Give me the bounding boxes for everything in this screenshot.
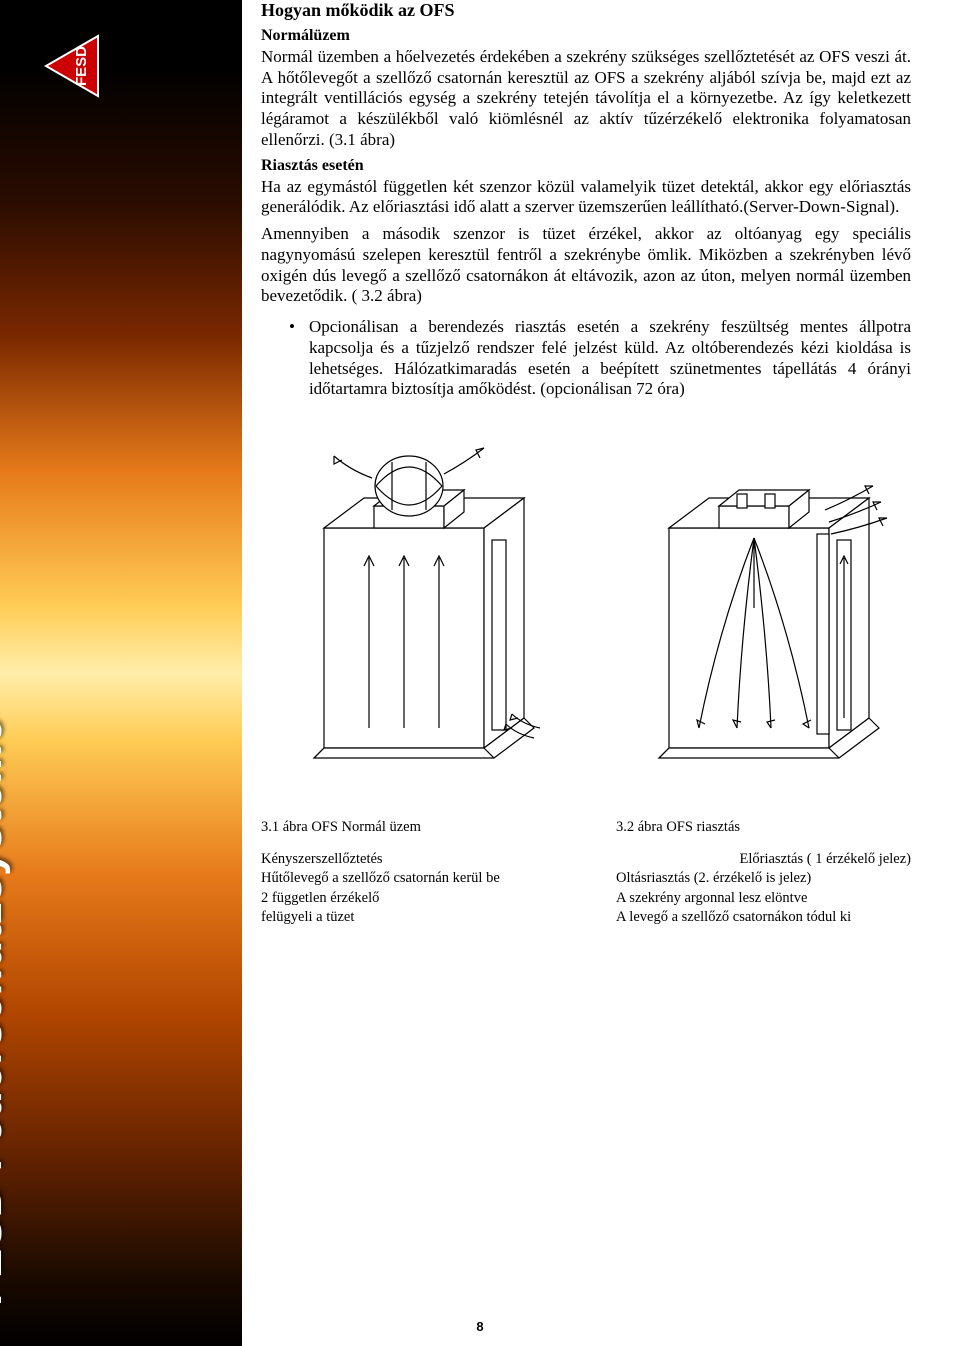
bullet-text: Opcionálisan a berendezés riasztás eseté… xyxy=(309,317,911,400)
badge-text: FESD xyxy=(73,46,90,86)
brand-badge: FESD xyxy=(40,30,112,102)
document-content: Hogyan mőködik az OFS Normálüzem Normál … xyxy=(261,0,941,928)
caption-left-line: Kényszerszellőztetés xyxy=(261,850,556,870)
caption-right-line: A szekrény argonnal lesz elöntve xyxy=(616,889,911,909)
bullet-marker-icon: • xyxy=(261,317,309,400)
caption-right-line: Oltásriasztás (2. érzékelő is jelez) xyxy=(616,869,911,889)
caption-left-title: 3.1 ábra OFS Normál üzem xyxy=(261,818,556,838)
section-title: Hogyan mőködik az OFS xyxy=(261,0,911,21)
figure-3-2 xyxy=(629,428,889,768)
subsection-alarm-para2: Amennyiben a második szenzor is tüzet ér… xyxy=(261,224,911,307)
figures-row xyxy=(261,428,911,768)
caption-right-title: 3.2 ábra OFS riasztás xyxy=(616,818,911,838)
bullet-item: • Opcionálisan a berendezés riasztás ese… xyxy=(261,317,911,400)
subsection-normal-title: Normálüzem xyxy=(261,27,911,45)
caption-right: 3.2 ábra OFS riasztás Előriasztás ( 1 ér… xyxy=(616,818,911,928)
caption-left-line: 2 független érzékelő xyxy=(261,889,556,909)
sidebar-banner: FESD Feuerschutzsysteme FESD xyxy=(0,0,242,1346)
subsection-normal-para: Normál üzemben a hőelvezetés érdekében a… xyxy=(261,47,911,151)
captions-row: 3.1 ábra OFS Normál üzem Kényszerszellőz… xyxy=(261,818,911,928)
brand-label: FESD Feuerschutzsysteme xyxy=(0,718,12,1306)
caption-right-line: A levegő a szellőző csatornákon tódul ki xyxy=(616,908,911,928)
figure-3-1 xyxy=(284,428,544,768)
caption-left-line: felügyeli a tüzet xyxy=(261,908,556,928)
subsection-alarm-title: Riasztás esetén xyxy=(261,157,911,175)
caption-left-line: Hűtőlevegő a szellőző csatornán kerül be xyxy=(261,869,556,889)
page-number: 8 xyxy=(0,1319,960,1334)
subsection-alarm-para1: Ha az egymástól független két szenzor kö… xyxy=(261,177,911,218)
caption-left: 3.1 ábra OFS Normál üzem Kényszerszellőz… xyxy=(261,818,556,928)
caption-right-line: Előriasztás ( 1 érzékelő jelez) xyxy=(616,850,911,870)
